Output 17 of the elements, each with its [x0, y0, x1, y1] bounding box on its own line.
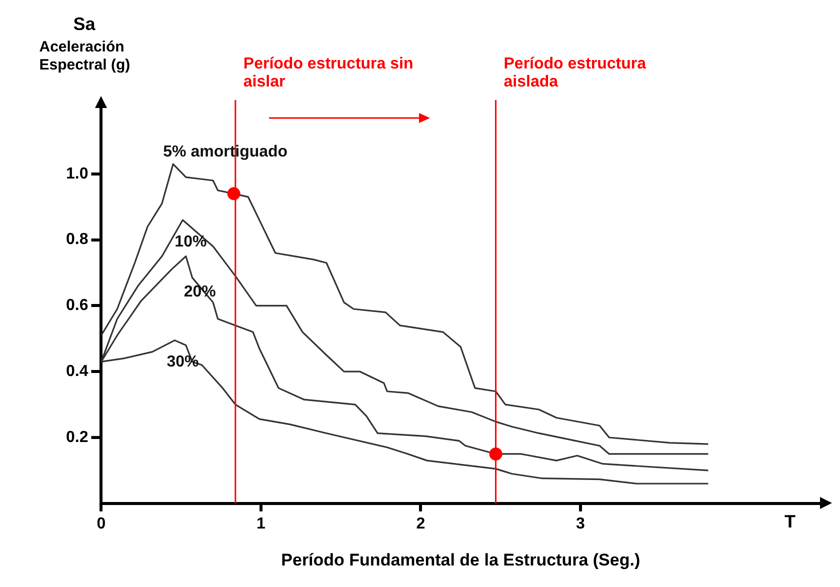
y-tick-label: 0.8: [66, 231, 88, 248]
y-axis-title: Aceleración Espectral (g): [39, 38, 130, 74]
x-axis-title: Período Fundamental de la Estructura (Seg.): [281, 550, 640, 570]
x-tick-label: 0: [96, 515, 106, 532]
x-tick-label: 3: [576, 515, 585, 532]
text: T: [784, 511, 796, 532]
y-tick-label: 0.6: [66, 297, 88, 314]
y-tick-label: 1.0: [66, 165, 88, 182]
x-tick-label: 1: [256, 515, 266, 532]
ref-line-label: Período estructura sin aislar: [243, 55, 414, 90]
x-tick-label: 2: [416, 515, 426, 532]
y-tick-label: 0.4: [66, 363, 88, 380]
y-tick-label: 0.2: [66, 428, 88, 446]
series-label: 30%: [166, 354, 199, 371]
series-label: 10%: [174, 233, 207, 250]
ref-line-label: Período estructura aislada: [504, 55, 646, 90]
text: Sa: [73, 14, 96, 34]
